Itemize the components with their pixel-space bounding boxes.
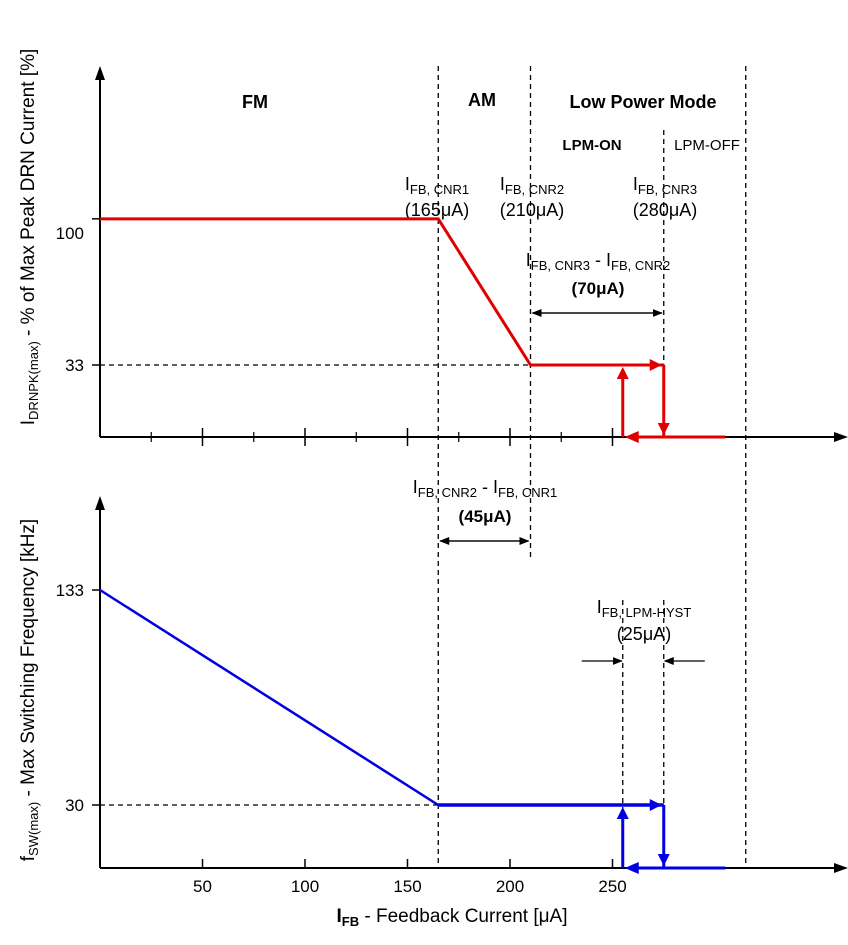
- region-label-low-power-mode: Low Power Mode: [569, 92, 716, 112]
- bottom-ytick-label: 133: [56, 581, 84, 600]
- bottom-series-line: [99, 588, 664, 807]
- chart-marks: 50 100 150 200 250: [92, 66, 747, 896]
- bottom-hyst-right-arrowhead: [649, 799, 662, 811]
- top-x-axis: [100, 432, 848, 442]
- region-label-am: AM: [468, 90, 496, 110]
- top-series-line: [100, 217, 664, 367]
- subregion-label-lpm-off: LPM-OFF: [674, 137, 740, 154]
- annotation-cnr1-value: (165μA): [405, 200, 469, 220]
- annotation-diff-cnr3-cnr2-value: (70μA): [572, 279, 625, 298]
- annotation-lpm-hyst-value: (25μA): [617, 624, 671, 644]
- bottom-y-label: fSW(max) - Max Switching Frequency [kHz]: [18, 519, 41, 861]
- bottom-xtick-label: 50: [193, 877, 212, 896]
- top-y-axis: [95, 66, 105, 437]
- subregion-label-lpm-on: LPM-ON: [562, 137, 621, 154]
- bottom-hyst-up-arrowhead: [616, 807, 629, 819]
- annotation-diff-cnr2-cnr1-value: (45μA): [459, 507, 512, 526]
- top-hyst-left-arrowhead: [624, 431, 639, 443]
- top-ytick-label: 33: [65, 356, 84, 375]
- top-hyst-down-arrowhead: [657, 423, 670, 435]
- x-axis-label: IFB - Feedback Current [μA]: [336, 906, 567, 929]
- annotation-cnr1-name: IFB, CNR1: [405, 174, 469, 197]
- region-label-fm: FM: [242, 92, 268, 112]
- bottom-hyst-left-arrowhead: [624, 862, 639, 874]
- bottom-xtick-label: 150: [393, 877, 421, 896]
- annotation-cnr2-value: (210μA): [500, 200, 564, 220]
- bottom-x-axis: [100, 863, 848, 873]
- top-y-label: IDRNPK(max) - % of Max Peak DRN Current …: [18, 49, 41, 425]
- bottom-xtick-label: 200: [496, 877, 524, 896]
- annotation-diff-cnr3-cnr2: IFB, CNR3 - IFB, CNR2: [526, 250, 671, 273]
- annotation-cnr3-value: (280μA): [633, 200, 697, 220]
- bottom-y-axis: [95, 496, 105, 868]
- bottom-xtick-label: 250: [598, 877, 626, 896]
- annotation-cnr2-name: IFB, CNR2: [500, 174, 564, 197]
- bottom-xtick-label: 100: [291, 877, 319, 896]
- annotation-cnr3-name: IFB, CNR3: [633, 174, 697, 197]
- bottom-ytick-label: 30: [65, 796, 84, 815]
- annotation-diff-cnr2-cnr1: IFB, CNR2 - IFB, CNR1: [413, 477, 558, 500]
- top-hyst-up-arrowhead: [616, 367, 629, 379]
- annotation-lpm-hyst-name: IFB, LPM-HYST: [597, 597, 692, 620]
- top-hyst-right-arrowhead: [649, 359, 662, 371]
- bottom-hyst-down-arrowhead: [657, 854, 670, 866]
- top-ytick-label: 100: [56, 224, 84, 243]
